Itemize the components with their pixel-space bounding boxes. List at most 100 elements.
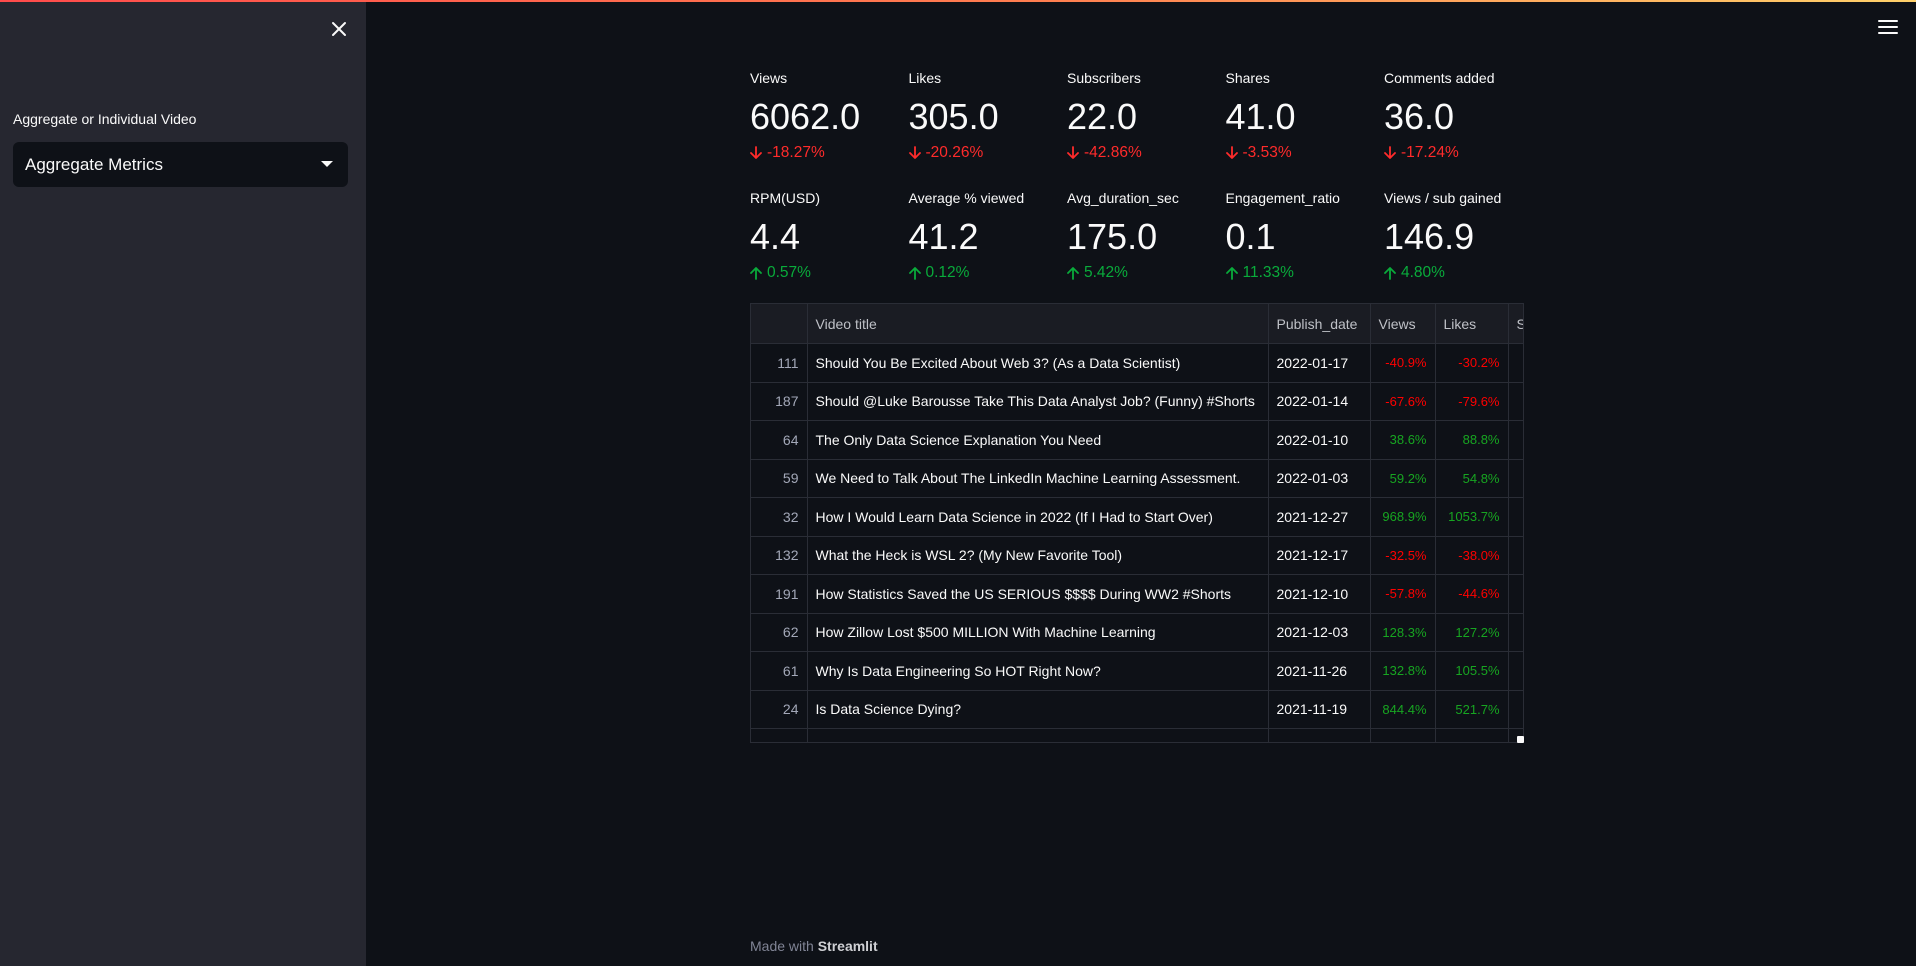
row-index-cell[interactable]: 132 (751, 536, 808, 575)
video-title-cell[interactable]: We Need to Talk About The LinkedIn Machi… (807, 459, 1269, 498)
truncated-cell[interactable] (1508, 690, 1523, 729)
likes-cell[interactable]: 105.5% (1435, 651, 1509, 691)
video-title-cell[interactable]: How Statistics Saved the US SERIOUS $$$$… (807, 574, 1269, 614)
table-row[interactable]: 64 The Only Data Science Explanation You … (751, 420, 1523, 460)
row-index-cell[interactable]: 24 (751, 690, 808, 729)
likes-cell[interactable]: 1053.7% (1435, 497, 1509, 537)
row-index-cell[interactable]: 191 (751, 574, 808, 614)
table-row[interactable]: 32 How I Would Learn Data Science in 2022… (751, 497, 1523, 537)
metric-card: Avg_duration_sec 175.0 5.42% (1067, 184, 1226, 304)
truncated-cell[interactable] (1508, 497, 1523, 537)
publish-date-cell[interactable] (1268, 728, 1371, 742)
publish-date-cell[interactable]: 2022-01-17 (1268, 343, 1371, 383)
video-title-cell[interactable]: How I Would Learn Data Science in 2022 (… (807, 497, 1269, 537)
video-title-cell[interactable]: How Zillow Lost $500 MILLION With Machin… (807, 613, 1269, 652)
table-row[interactable]: 132 What the Heck is WSL 2? (My New Favor… (751, 536, 1523, 575)
table-row[interactable] (751, 728, 1523, 742)
row-index-cell[interactable]: 59 (751, 459, 808, 498)
video-title-cell[interactable]: Should You Be Excited About Web 3? (As a… (807, 343, 1269, 383)
video-dataframe[interactable]: Video title Publish_date Views Likes S 1… (750, 303, 1524, 743)
publish-date-cell[interactable]: 2022-01-03 (1268, 459, 1371, 498)
views-cell[interactable]: 132.8% (1370, 651, 1436, 691)
table-row[interactable]: 111 Should You Be Excited About Web 3? (A… (751, 343, 1523, 383)
truncated-cell[interactable] (1508, 651, 1523, 691)
video-title-cell[interactable]: Is Data Science Dying? (807, 690, 1269, 729)
video-title-cell[interactable]: Why Is Data Engineering So HOT Right Now… (807, 651, 1269, 691)
likes-cell[interactable] (1435, 728, 1509, 742)
metric-value: 0.1 (1225, 216, 1276, 257)
close-sidebar-button[interactable] (326, 16, 352, 42)
truncated-cell[interactable] (1508, 536, 1523, 575)
arrow-down-icon (1384, 146, 1396, 159)
column-header-truncated[interactable]: S (1508, 304, 1523, 344)
publish-date-cell[interactable]: 2022-01-14 (1268, 382, 1371, 421)
metric-delta-value: 11.33% (1242, 264, 1294, 281)
truncated-cell[interactable] (1508, 343, 1523, 383)
column-header-views[interactable]: Views (1370, 304, 1436, 344)
truncated-cell[interactable] (1508, 459, 1523, 498)
table-row[interactable]: 191 How Statistics Saved the US SERIOUS $… (751, 574, 1523, 614)
views-cell[interactable] (1370, 728, 1436, 742)
publish-date-cell[interactable]: 2021-12-10 (1268, 574, 1371, 614)
likes-cell[interactable]: 521.7% (1435, 690, 1509, 729)
main-menu-button[interactable] (1878, 18, 1898, 36)
metric-delta: 5.42% (1067, 264, 1226, 282)
truncated-cell[interactable] (1508, 382, 1523, 421)
likes-cell[interactable]: 54.8% (1435, 459, 1509, 498)
row-index-cell[interactable]: 64 (751, 420, 808, 460)
publish-date-cell[interactable]: 2022-01-10 (1268, 420, 1371, 460)
publish-date-cell[interactable]: 2021-12-27 (1268, 497, 1371, 537)
streamlit-link[interactable]: Streamlit (817, 938, 878, 954)
views-cell[interactable]: 59.2% (1370, 459, 1436, 498)
row-index-cell[interactable]: 32 (751, 497, 808, 537)
views-cell[interactable]: -57.8% (1370, 574, 1436, 614)
column-header-publish-date[interactable]: Publish_date (1268, 304, 1371, 344)
video-title-cell[interactable]: What the Heck is WSL 2? (My New Favorite… (807, 536, 1269, 575)
views-cell[interactable]: 968.9% (1370, 497, 1436, 537)
table-row[interactable]: 61 Why Is Data Engineering So HOT Right N… (751, 651, 1523, 691)
video-title-cell[interactable] (807, 728, 1269, 742)
truncated-cell[interactable] (1508, 613, 1523, 652)
likes-cell[interactable]: 88.8% (1435, 420, 1509, 460)
column-header-likes[interactable]: Likes (1435, 304, 1509, 344)
views-cell[interactable]: 844.4% (1370, 690, 1436, 729)
views-cell[interactable]: -40.9% (1370, 343, 1436, 383)
row-index-cell[interactable]: 62 (751, 613, 808, 652)
table-row[interactable]: 59 We Need to Talk About The LinkedIn Mac… (751, 459, 1523, 498)
metric-label: Subscribers (1067, 70, 1141, 86)
views-cell[interactable]: -67.6% (1370, 382, 1436, 421)
views-cell[interactable]: -32.5% (1370, 536, 1436, 575)
publish-date-cell[interactable]: 2021-11-26 (1268, 651, 1371, 691)
column-header-index[interactable] (751, 304, 808, 344)
video-title-cell[interactable]: Should @Luke Barousse Take This Data Ana… (807, 382, 1269, 421)
publish-date-cell[interactable]: 2021-12-17 (1268, 536, 1371, 575)
views-cell[interactable]: 38.6% (1370, 420, 1436, 460)
likes-cell[interactable]: -30.2% (1435, 343, 1509, 383)
likes-cell[interactable]: -79.6% (1435, 382, 1509, 421)
table-row[interactable]: 24 Is Data Science Dying? 2021-11-19 844.4%… (751, 690, 1523, 729)
truncated-cell[interactable] (1508, 574, 1523, 614)
table-resize-handle[interactable] (1517, 736, 1524, 743)
video-mode-select[interactable]: Aggregate Metrics (13, 142, 348, 187)
truncated-cell[interactable] (1508, 420, 1523, 460)
metric-value: 22.0 (1067, 96, 1138, 137)
publish-date-cell[interactable]: 2021-11-19 (1268, 690, 1371, 729)
video-title-cell[interactable]: The Only Data Science Explanation You Ne… (807, 420, 1269, 460)
row-index-cell[interactable]: 111 (751, 343, 808, 383)
publish-date-cell[interactable]: 2021-12-03 (1268, 613, 1371, 652)
views-cell[interactable]: 128.3% (1370, 613, 1436, 652)
column-header-video-title[interactable]: Video title (807, 304, 1269, 344)
metric-delta-value: -17.24% (1401, 144, 1459, 161)
table-row[interactable]: 62 How Zillow Lost $500 MILLION With Mach… (751, 613, 1523, 652)
metric-delta: -17.24% (1384, 144, 1543, 162)
metric-value: 36.0 (1384, 96, 1455, 137)
hamburger-menu-icon (1878, 20, 1898, 22)
likes-cell[interactable]: -38.0% (1435, 536, 1509, 575)
row-index-cell[interactable] (751, 728, 808, 742)
row-index-cell[interactable]: 61 (751, 651, 808, 691)
metric-delta-value: -20.26% (925, 144, 984, 161)
likes-cell[interactable]: 127.2% (1435, 613, 1509, 652)
table-row[interactable]: 187 Should @Luke Barousse Take This Data … (751, 382, 1523, 421)
row-index-cell[interactable]: 187 (751, 382, 808, 421)
likes-cell[interactable]: -44.6% (1435, 574, 1509, 614)
